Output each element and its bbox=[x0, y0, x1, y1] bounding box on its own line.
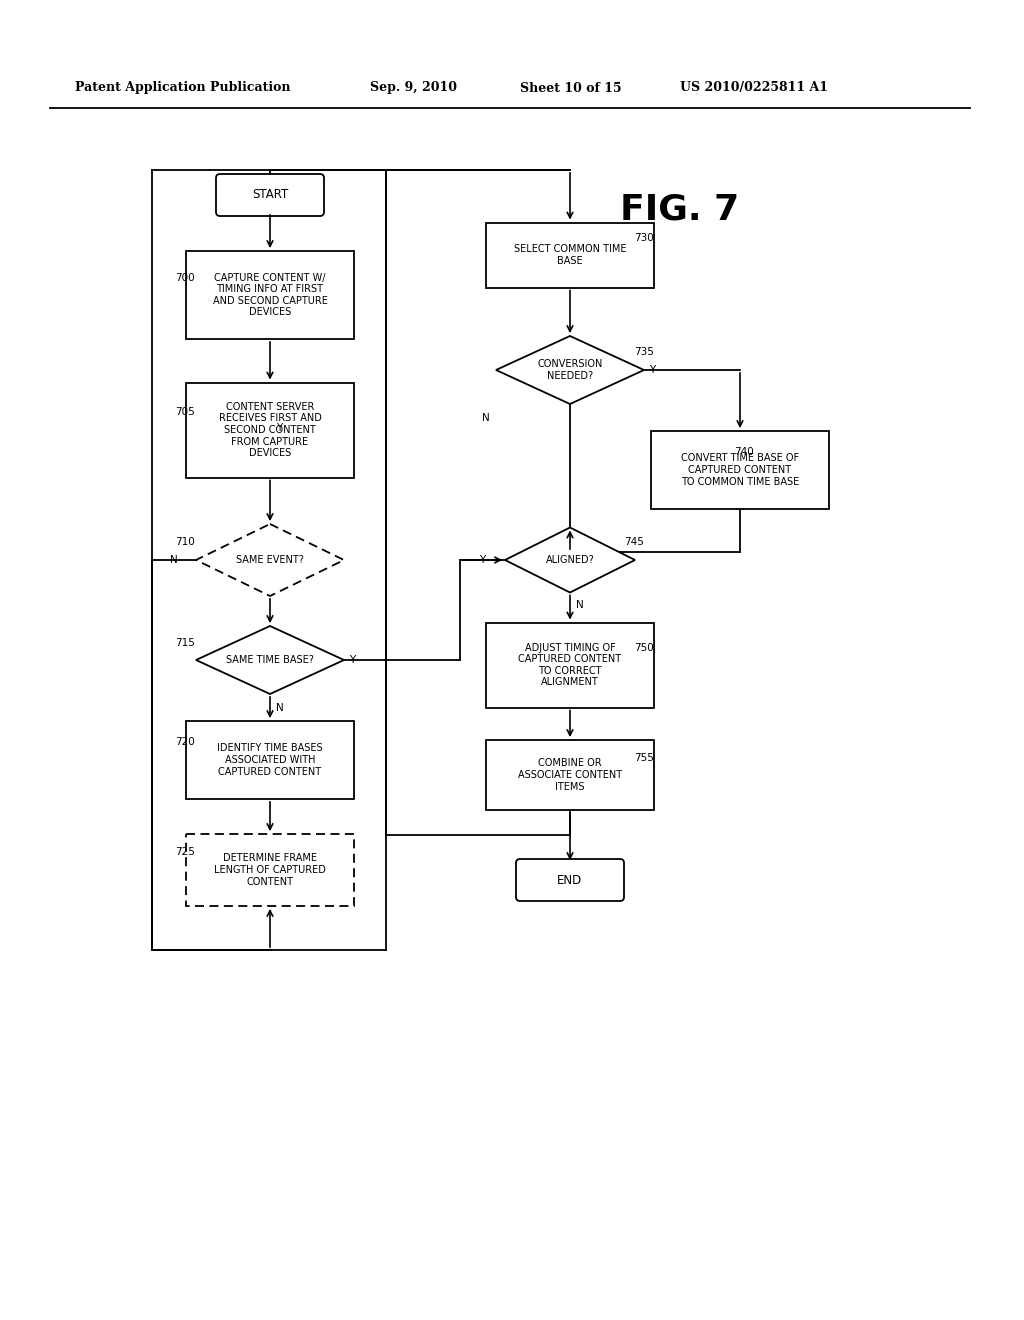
Text: COMBINE OR
ASSOCIATE CONTENT
ITEMS: COMBINE OR ASSOCIATE CONTENT ITEMS bbox=[518, 759, 622, 792]
Bar bbox=[186, 251, 354, 339]
Text: 730: 730 bbox=[634, 234, 653, 243]
Text: 745: 745 bbox=[624, 537, 644, 546]
Text: US 2010/0225811 A1: US 2010/0225811 A1 bbox=[680, 82, 828, 95]
Text: START: START bbox=[252, 189, 288, 202]
Text: 750: 750 bbox=[634, 643, 653, 653]
Text: Y: Y bbox=[349, 655, 355, 665]
Bar bbox=[486, 741, 654, 810]
Bar bbox=[486, 223, 654, 288]
Text: N: N bbox=[482, 413, 489, 422]
Text: Patent Application Publication: Patent Application Publication bbox=[75, 82, 291, 95]
Bar bbox=[186, 721, 354, 799]
Text: 740: 740 bbox=[734, 447, 754, 457]
Text: N: N bbox=[276, 704, 284, 713]
Text: CONVERSION
NEEDED?: CONVERSION NEEDED? bbox=[538, 359, 603, 380]
Text: END: END bbox=[557, 874, 583, 887]
Text: 700: 700 bbox=[175, 273, 195, 282]
Text: Y: Y bbox=[479, 554, 485, 565]
FancyBboxPatch shape bbox=[516, 859, 624, 902]
Text: Sheet 10 of 15: Sheet 10 of 15 bbox=[520, 82, 622, 95]
Text: 755: 755 bbox=[634, 752, 654, 763]
Bar bbox=[186, 383, 354, 478]
Text: 710: 710 bbox=[175, 537, 195, 546]
Text: SAME TIME BASE?: SAME TIME BASE? bbox=[226, 655, 314, 665]
Text: CONTENT SERVER
RECEIVES FIRST AND
SECOND CONTENT
FROM CAPTURE
DEVICES: CONTENT SERVER RECEIVES FIRST AND SECOND… bbox=[218, 401, 322, 458]
Bar bbox=[651, 432, 829, 510]
Text: 735: 735 bbox=[634, 347, 654, 356]
Text: Sep. 9, 2010: Sep. 9, 2010 bbox=[370, 82, 457, 95]
Bar bbox=[486, 623, 654, 708]
Polygon shape bbox=[505, 528, 635, 593]
Text: Y: Y bbox=[649, 366, 655, 375]
Text: SAME EVENT?: SAME EVENT? bbox=[237, 554, 304, 565]
Text: SELECT COMMON TIME
BASE: SELECT COMMON TIME BASE bbox=[514, 244, 627, 265]
Text: N: N bbox=[575, 599, 584, 610]
Text: CONVERT TIME BASE OF
CAPTURED CONTENT
TO COMMON TIME BASE: CONVERT TIME BASE OF CAPTURED CONTENT TO… bbox=[681, 453, 799, 487]
Polygon shape bbox=[196, 626, 344, 694]
Text: ALIGNED?: ALIGNED? bbox=[546, 554, 594, 565]
Text: Y: Y bbox=[276, 422, 283, 433]
Text: ADJUST TIMING OF
CAPTURED CONTENT
TO CORRECT
ALIGNMENT: ADJUST TIMING OF CAPTURED CONTENT TO COR… bbox=[518, 643, 622, 688]
Text: 725: 725 bbox=[175, 847, 195, 857]
Text: 720: 720 bbox=[175, 737, 195, 747]
Text: CAPTURE CONTENT W/
TIMING INFO AT FIRST
AND SECOND CAPTURE
DEVICES: CAPTURE CONTENT W/ TIMING INFO AT FIRST … bbox=[213, 273, 328, 317]
Polygon shape bbox=[196, 524, 344, 597]
Text: N: N bbox=[170, 554, 178, 565]
Text: DETERMINE FRAME
LENGTH OF CAPTURED
CONTENT: DETERMINE FRAME LENGTH OF CAPTURED CONTE… bbox=[214, 854, 326, 887]
FancyBboxPatch shape bbox=[216, 174, 324, 216]
Text: IDENTIFY TIME BASES
ASSOCIATED WITH
CAPTURED CONTENT: IDENTIFY TIME BASES ASSOCIATED WITH CAPT… bbox=[217, 743, 323, 776]
Text: FIG. 7: FIG. 7 bbox=[621, 193, 739, 227]
Text: 705: 705 bbox=[175, 407, 195, 417]
Bar bbox=[186, 834, 354, 906]
Text: 715: 715 bbox=[175, 638, 195, 648]
Polygon shape bbox=[496, 337, 644, 404]
